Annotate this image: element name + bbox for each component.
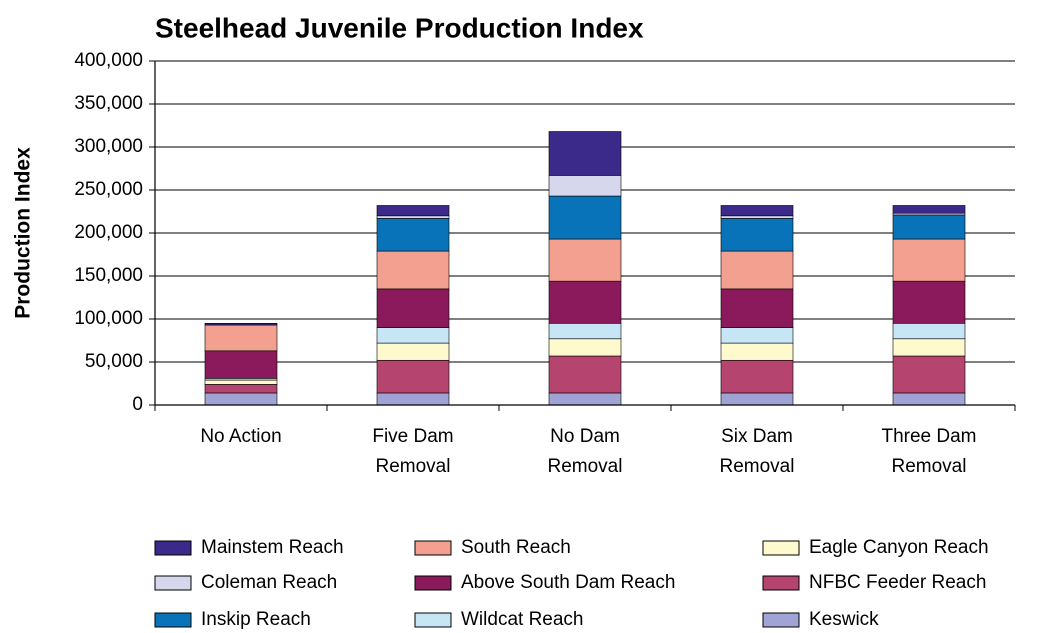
y-tick-label: 300,000 [74,136,143,157]
bar-segment [892,214,966,240]
legend-swatch [762,612,800,628]
bar-segment [548,195,622,240]
bar-segment [720,218,794,252]
bar-segment [720,327,794,344]
bar-segment [548,355,622,394]
legend-label: NFBC Feeder Reach [809,572,986,593]
legend-swatch [154,540,192,556]
legend-swatch [414,540,452,556]
bar-segment [548,392,622,406]
chart-title: Steelhead Juvenile Production Index [155,12,644,43]
x-tick-label: Three Dam Removal [881,426,976,477]
bar-segment [720,392,794,406]
x-tick-label: No Dam Removal [548,426,623,477]
legend-swatch [414,612,452,628]
legend-swatch [762,575,800,591]
bar-segment [376,288,450,328]
bar-segment [720,215,794,219]
bar-segment [720,205,794,217]
legend-swatch [154,612,192,628]
y-tick-label: 400,000 [74,50,143,71]
legend-label: Wildcat Reach [461,609,584,630]
y-tick-label: 350,000 [74,93,143,114]
bar-segment [376,250,450,290]
bar-segment [376,215,450,219]
bar-segment [892,322,966,340]
bar-segment [892,238,966,282]
legend-label: Coleman Reach [201,572,337,593]
bar-segment [376,205,450,217]
x-tick-label: Five Dam Removal [372,426,453,477]
y-tick-label: 50,000 [85,351,143,372]
bar-segment [548,175,622,197]
bar-segment [204,324,278,352]
bar-segment [720,250,794,290]
bar-segment [892,338,966,357]
bar-segment [720,342,794,361]
bar-segment [204,392,278,406]
bar-segment [548,280,622,324]
bar-segment [892,205,966,214]
y-axis-label: Production Index [12,147,35,319]
bar-segment [892,280,966,324]
y-tick-label: 200,000 [74,222,143,243]
legend-label: South Reach [461,537,571,558]
bar-segment [548,338,622,357]
legend-label: Keswick [809,609,879,630]
bar-segment [376,327,450,344]
legend-label: Inskip Reach [201,609,311,630]
y-tick-label: 0 [132,394,143,415]
bar-segment [892,355,966,394]
x-tick-label: Six Dam Removal [720,426,795,477]
legend-label: Mainstem Reach [201,537,344,558]
bar-segment [892,392,966,406]
bar-segment [548,322,622,340]
bar-segment [376,392,450,406]
legend-label: Eagle Canyon Reach [809,537,989,558]
bar-segment [548,238,622,282]
legend-swatch [762,540,800,556]
bar-segment [204,384,278,394]
bar-segment [376,359,450,394]
x-tick-label: No Action [200,426,281,447]
legend-swatch [154,575,192,591]
legend-label: Above South Dam Reach [461,572,675,593]
y-tick-label: 100,000 [74,308,143,329]
y-tick-label: 150,000 [74,265,143,286]
bar-segment [204,350,278,379]
bar-segment [720,359,794,394]
bar-segment [204,322,278,326]
legend-swatch [414,575,452,591]
bar-segment [376,218,450,252]
bar-segment [720,288,794,328]
bar-segment [376,342,450,361]
y-tick-label: 250,000 [74,179,143,200]
bar-segment [204,379,278,385]
bar-segment [548,131,622,176]
